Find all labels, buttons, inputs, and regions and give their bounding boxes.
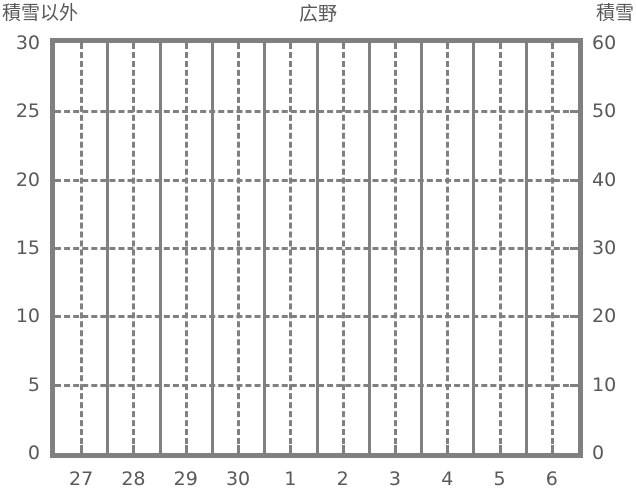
x-axis-tick-label: 4 <box>441 468 454 490</box>
right-axis-title: 積雪 <box>595 2 634 24</box>
x-axis-tick-label: 1 <box>284 468 297 490</box>
tick-mark-bottom <box>367 445 371 452</box>
tick-mark-bottom <box>210 445 214 452</box>
tick-mark-bottom <box>263 445 267 452</box>
left-axis-tick-label: 30 <box>15 32 40 54</box>
tick-mark-bottom-minor <box>446 445 450 452</box>
tick-mark-bottom-minor <box>498 445 502 452</box>
tick-mark-bottom <box>420 445 424 452</box>
right-axis-tick-label: 10 <box>592 373 617 396</box>
chart-title: 広野 <box>298 3 337 25</box>
gridline-horizontal <box>55 315 578 319</box>
gridline-horizontal <box>55 178 578 182</box>
right-axis-tick-label: 0 <box>592 442 605 464</box>
plot-gridlines <box>55 43 578 453</box>
tick-mark-left <box>51 247 58 250</box>
tick-mark-bottom-minor <box>132 445 136 452</box>
x-axis-tick-label: 6 <box>545 468 558 490</box>
left-axis-tick-label: 5 <box>27 373 40 396</box>
x-axis-tick-label: 3 <box>388 468 401 490</box>
gridline-horizontal <box>55 110 578 114</box>
left-axis-tick-label: 15 <box>15 237 40 259</box>
right-axis-tick-label: 60 <box>592 32 617 54</box>
tick-mark-bottom-minor <box>289 445 293 452</box>
tick-mark-bottom <box>315 445 319 452</box>
right-axis-tick-label: 30 <box>592 237 617 259</box>
tick-mark-left <box>51 315 58 319</box>
left-axis-tick-label: 0 <box>27 442 40 464</box>
tick-mark-right <box>570 247 577 250</box>
x-axis-tick-label: 5 <box>493 468 506 490</box>
x-axis-tick-label: 29 <box>173 468 198 490</box>
left-axis-tick-label: 25 <box>15 100 40 123</box>
tick-mark-left <box>51 110 58 114</box>
tick-mark-bottom-minor <box>184 445 188 452</box>
tick-mark-bottom <box>472 445 476 452</box>
left-axis-tick-label: 20 <box>15 168 40 191</box>
gridline-horizontal <box>55 247 578 250</box>
x-axis-tick-label: 30 <box>225 468 251 490</box>
tick-mark-bottom-minor <box>341 445 345 452</box>
tick-mark-right <box>570 178 577 182</box>
tick-mark-left <box>51 178 58 182</box>
left-axis-tick-label: 10 <box>15 305 40 328</box>
right-axis-tick-label: 20 <box>592 305 617 328</box>
tick-mark-right <box>570 315 577 319</box>
plot-area <box>50 38 583 458</box>
x-axis-tick-label: 27 <box>69 468 94 490</box>
tick-mark-bottom-minor <box>393 445 397 452</box>
tick-mark-bottom-minor <box>80 445 84 452</box>
tick-mark-bottom <box>158 445 162 452</box>
tick-mark-left <box>51 383 58 387</box>
tick-mark-bottom <box>106 445 110 452</box>
right-axis-tick-label: 50 <box>592 100 617 123</box>
x-axis-tick-label: 2 <box>336 468 349 490</box>
x-axis-tick-label: 28 <box>121 468 146 490</box>
left-axis-title: 積雪以外 <box>2 2 79 24</box>
tick-mark-bottom-minor <box>237 445 241 452</box>
tick-mark-bottom-minor <box>550 445 554 452</box>
gridline-horizontal <box>55 383 578 387</box>
right-axis-tick-label: 40 <box>592 168 617 191</box>
tick-mark-right <box>570 110 577 114</box>
tick-mark-right <box>570 383 577 387</box>
tick-mark-bottom <box>524 445 528 452</box>
